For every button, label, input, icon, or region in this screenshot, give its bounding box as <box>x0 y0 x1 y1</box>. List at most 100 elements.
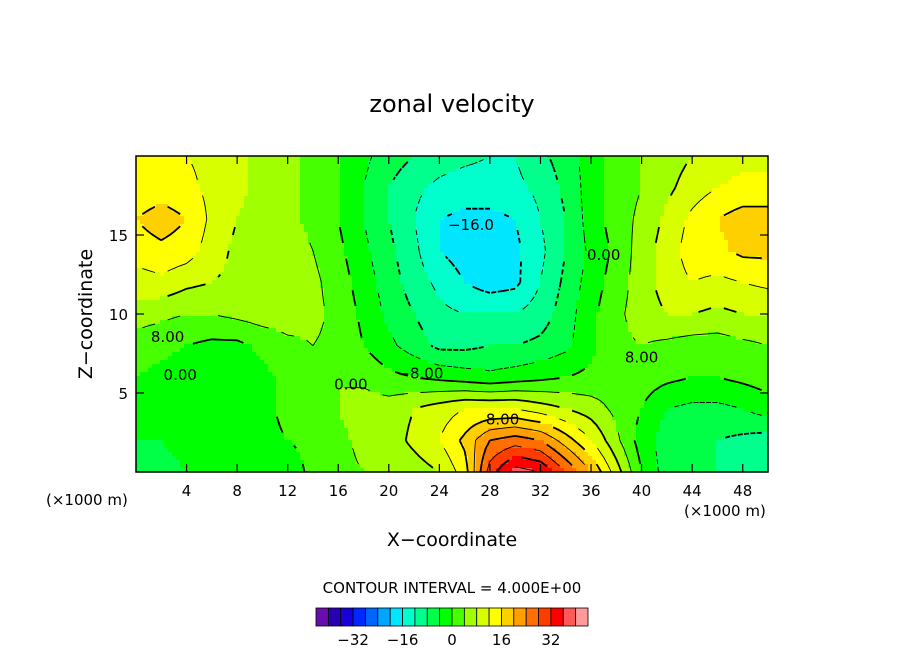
field-cell <box>392 224 397 229</box>
field-cell <box>360 244 365 249</box>
field-cell <box>264 232 269 237</box>
field-cell <box>252 244 257 249</box>
field-cell <box>428 228 433 233</box>
field-cell <box>520 248 525 253</box>
field-cell <box>160 188 165 193</box>
field-cell <box>756 268 761 273</box>
field-cell <box>524 212 529 217</box>
field-cell <box>464 184 469 189</box>
field-cell <box>400 180 405 185</box>
field-cell <box>344 184 349 189</box>
field-cell <box>156 260 161 265</box>
field-cell <box>744 180 749 185</box>
field-cell <box>352 160 357 165</box>
field-cell <box>660 276 665 281</box>
field-cell <box>540 260 545 265</box>
field-cell <box>684 156 689 161</box>
field-cell <box>696 224 701 229</box>
field-cell <box>656 264 661 269</box>
field-cell <box>284 228 289 233</box>
field-cell <box>196 228 201 233</box>
field-cell <box>324 224 329 229</box>
field-cell <box>256 216 261 221</box>
field-cell <box>692 184 697 189</box>
field-cell <box>752 276 757 281</box>
field-cell <box>152 232 157 237</box>
field-cell <box>332 200 337 205</box>
field-cell <box>380 256 385 261</box>
field-cell <box>428 204 433 209</box>
field-cell <box>192 184 197 189</box>
field-cell <box>672 220 677 225</box>
field-cell <box>320 168 325 173</box>
field-cell <box>304 160 309 165</box>
field-cell <box>312 268 317 273</box>
field-cell <box>144 180 149 185</box>
field-cell <box>372 176 377 181</box>
field-cell <box>192 252 197 257</box>
field-cell <box>220 224 225 229</box>
field-cell <box>512 164 517 169</box>
field-cell <box>284 180 289 185</box>
field-cell <box>244 240 249 245</box>
field-cell <box>552 184 557 189</box>
field-cell <box>764 240 768 245</box>
field-cell <box>288 252 293 257</box>
field-cell <box>600 164 605 169</box>
field-cell <box>212 192 217 197</box>
field-cell <box>632 196 637 201</box>
field-cell <box>512 224 517 229</box>
field-cell <box>436 236 441 241</box>
field-cell <box>372 220 377 225</box>
field-cell <box>392 188 397 193</box>
field-cell <box>352 232 357 237</box>
field-cell <box>152 244 157 249</box>
field-cell <box>516 156 521 161</box>
field-cell <box>216 228 221 233</box>
field-cell <box>364 264 369 269</box>
field-cell <box>388 164 393 169</box>
field-cell <box>472 208 477 213</box>
field-cell <box>668 212 673 217</box>
field-cell <box>528 168 533 173</box>
field-cell <box>492 256 497 261</box>
field-cell <box>452 168 457 173</box>
field-cell <box>308 272 313 277</box>
field-cell <box>300 220 305 225</box>
field-cell <box>684 164 689 169</box>
field-cell <box>176 168 181 173</box>
field-cell <box>248 160 253 165</box>
field-cell <box>188 236 193 241</box>
field-cell <box>472 224 477 229</box>
field-cell <box>552 220 557 225</box>
field-cell <box>188 200 193 205</box>
field-cell <box>312 212 317 217</box>
field-cell <box>208 252 213 257</box>
field-cell <box>368 256 373 261</box>
field-cell <box>416 180 421 185</box>
field-cell <box>464 164 469 169</box>
field-cell <box>480 196 485 201</box>
field-cell <box>760 232 765 237</box>
field-cell <box>736 240 741 245</box>
field-cell <box>348 248 353 253</box>
field-cell <box>624 204 629 209</box>
field-cell <box>692 192 697 197</box>
field-cell <box>348 196 353 201</box>
field-cell <box>280 188 285 193</box>
field-cell <box>520 204 525 209</box>
field-cell <box>184 244 189 249</box>
field-cell <box>512 188 517 193</box>
field-cell <box>364 164 369 169</box>
field-cell <box>152 212 157 217</box>
field-cell <box>504 208 509 213</box>
field-cell <box>140 232 145 237</box>
field-cell <box>232 248 237 253</box>
field-cell <box>296 232 301 237</box>
field-cell <box>428 236 433 241</box>
field-cell <box>136 204 141 209</box>
field-cell <box>204 240 209 245</box>
field-cell <box>488 212 493 217</box>
field-cell <box>584 220 589 225</box>
field-cell <box>248 264 253 269</box>
